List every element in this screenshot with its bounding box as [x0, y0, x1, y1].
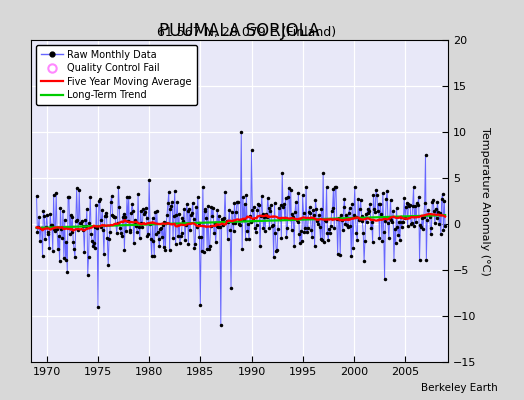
- Text: 61.567 N, 28.079 E (Finland): 61.567 N, 28.079 E (Finland): [157, 26, 336, 39]
- Title: PUUMALA SORJOLA: PUUMALA SORJOLA: [159, 22, 320, 40]
- Y-axis label: Temperature Anomaly (°C): Temperature Anomaly (°C): [480, 127, 490, 275]
- Text: Berkeley Earth: Berkeley Earth: [421, 383, 498, 393]
- Legend: Raw Monthly Data, Quality Control Fail, Five Year Moving Average, Long-Term Tren: Raw Monthly Data, Quality Control Fail, …: [36, 45, 197, 105]
